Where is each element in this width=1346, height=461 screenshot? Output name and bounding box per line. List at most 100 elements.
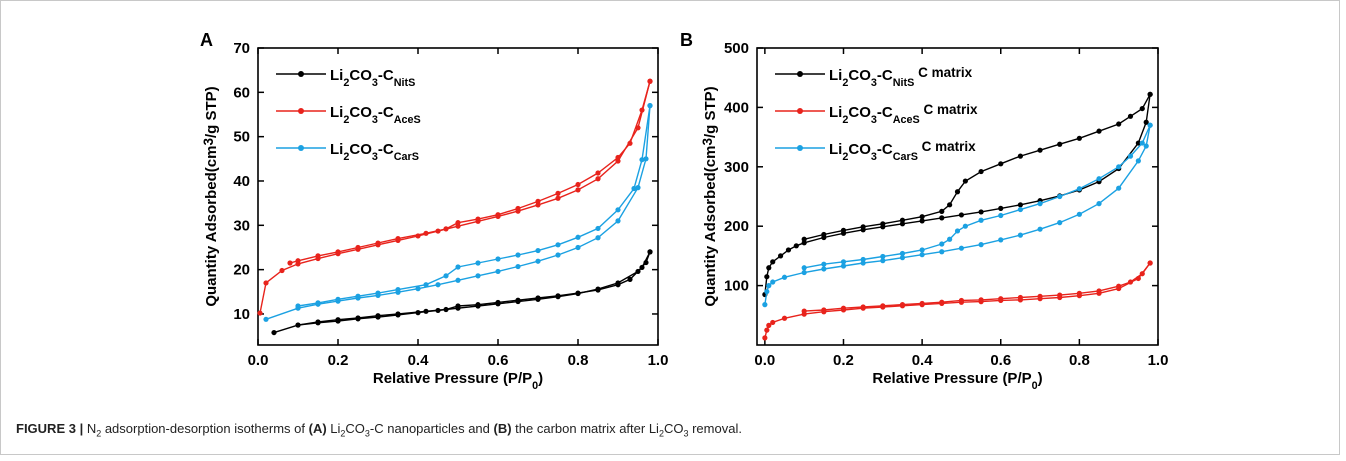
data-point	[615, 282, 621, 288]
data-point	[495, 256, 501, 262]
data-point	[899, 302, 906, 308]
data-point	[1096, 288, 1102, 294]
y-tick-label: 70	[233, 40, 250, 57]
data-point	[958, 245, 965, 251]
data-point	[475, 216, 481, 222]
y-tick-label: 300	[724, 159, 749, 176]
data-point	[777, 253, 784, 259]
legend-marker	[298, 108, 304, 114]
data-point	[919, 214, 925, 220]
series-1	[271, 249, 653, 336]
data-point	[821, 261, 827, 267]
data-point	[1147, 122, 1153, 128]
data-point	[643, 156, 649, 162]
data-point	[766, 322, 772, 328]
data-point	[443, 306, 449, 313]
data-point	[978, 297, 984, 303]
series-line-desorption	[297, 251, 651, 326]
x-axis-label: Relative Pressure (P/P0)	[872, 370, 1042, 392]
data-point	[840, 263, 847, 269]
y-tick-label: 40	[233, 173, 250, 190]
data-point	[762, 302, 768, 308]
data-point	[880, 303, 886, 309]
x-tick-label: 0.6	[488, 352, 509, 369]
data-point	[770, 279, 776, 285]
data-point	[762, 335, 768, 341]
y-axis-label: Quantity Adsorbed(cm3/g STP)	[700, 86, 719, 306]
y-axis-label: Quantity Adsorbed(cm3/g STP)	[201, 86, 220, 306]
data-point	[860, 304, 866, 310]
data-point	[793, 243, 799, 249]
data-point	[1057, 193, 1063, 200]
data-point	[455, 303, 461, 309]
data-point	[315, 319, 321, 325]
y-tick-label: 100	[724, 278, 749, 295]
data-point	[1017, 294, 1024, 301]
data-point	[978, 242, 984, 248]
data-point	[1143, 143, 1149, 149]
data-point	[899, 221, 906, 227]
data-point	[423, 282, 429, 288]
data-point	[899, 217, 906, 223]
data-point	[595, 225, 601, 232]
data-point	[919, 218, 925, 224]
data-point	[1127, 153, 1134, 159]
data-point	[954, 228, 961, 234]
data-point	[335, 249, 341, 255]
data-point	[1147, 260, 1153, 266]
data-point	[595, 235, 601, 241]
data-point	[998, 296, 1004, 302]
series-2	[762, 260, 1153, 341]
data-point	[1135, 158, 1141, 164]
data-point	[1139, 140, 1145, 146]
x-tick-label: 0.8	[1069, 352, 1090, 369]
data-point	[395, 286, 401, 293]
data-point	[555, 252, 561, 258]
data-point	[443, 273, 449, 279]
data-point	[639, 157, 645, 163]
data-point	[515, 297, 521, 303]
data-point	[764, 288, 770, 295]
data-point	[295, 303, 301, 309]
data-point	[919, 247, 925, 253]
data-point	[939, 249, 945, 255]
data-point	[939, 208, 945, 214]
y-tick-label: 30	[233, 217, 250, 234]
data-point	[880, 258, 886, 264]
data-point	[627, 140, 633, 146]
data-point	[375, 313, 381, 319]
data-point	[635, 185, 641, 191]
legend-marker	[797, 145, 803, 151]
data-point	[555, 242, 561, 248]
data-point	[958, 297, 965, 304]
data-point	[647, 103, 653, 109]
data-point	[1076, 186, 1082, 192]
data-point	[801, 265, 807, 271]
data-point	[998, 205, 1004, 211]
data-point	[627, 276, 633, 282]
data-point	[515, 205, 521, 212]
data-point	[958, 212, 965, 218]
series-line-desorption	[804, 93, 1151, 240]
series-line-adsorption	[265, 105, 651, 320]
data-point	[1037, 293, 1043, 299]
figure-svg: A 0.0 0.2 0.4 0.6 0.8 1.0 10 20 30 40 50 60 70 Relativ…	[200, 30, 1168, 392]
y-tick-label: 500	[724, 40, 749, 57]
data-point	[770, 319, 776, 326]
legend-label: Li2CO3-CAceS C matrix	[829, 102, 978, 126]
data-point	[939, 215, 945, 221]
series-line-desorption	[804, 262, 1151, 312]
data-point	[899, 250, 906, 257]
data-point	[1057, 292, 1063, 298]
data-point	[1135, 140, 1141, 146]
x-tick-label: 0.0	[754, 352, 775, 369]
y-tick-label: 400	[724, 99, 749, 116]
data-point	[1147, 91, 1153, 97]
data-point	[860, 256, 866, 263]
data-point	[287, 260, 293, 266]
data-point	[1116, 283, 1122, 289]
data-point	[315, 253, 321, 259]
data-point	[840, 227, 847, 233]
data-point	[535, 295, 541, 301]
